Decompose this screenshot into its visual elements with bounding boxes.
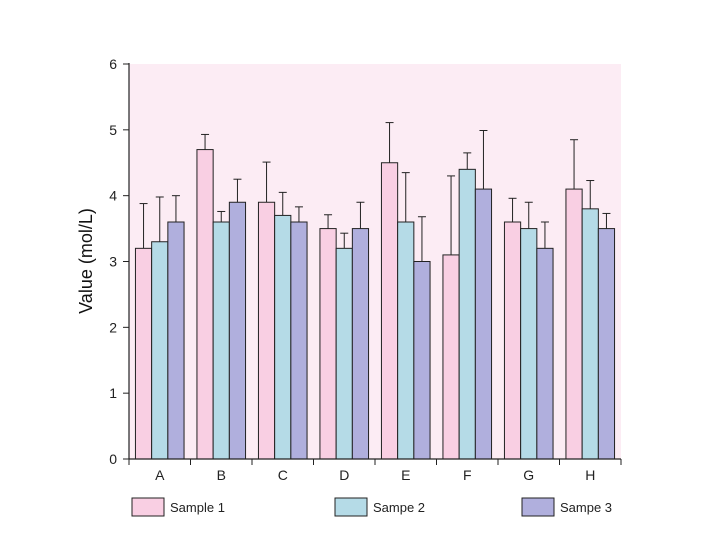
legend: Sample 1 Sampe 2 Sampe 3 [131,497,612,517]
axes-group: 0 1 2 3 4 5 6 A B C D E F G H [109,56,622,483]
legend-swatch-s3 [521,497,555,517]
y-tick-label-2: 2 [109,319,117,335]
legend-label-s3: Sampe 3 [560,500,612,515]
x-tick-label-G: G [523,467,534,483]
x-tick-label-C: C [278,467,288,483]
bar-F-s1 [442,254,460,460]
y-tick-label-5: 5 [109,122,117,138]
y-tick-label-1: 1 [109,385,117,401]
legend-label-s2: Sampe 2 [373,500,425,515]
bar-D-s2 [335,247,353,460]
x-tick-label-H: H [585,467,595,483]
bar-C-s2 [274,214,292,460]
x-tick-label-E: E [401,467,410,483]
bar-G-s3 [536,247,554,460]
y-tick-label-3: 3 [109,254,117,270]
legend-label-s1: Sample 1 [170,500,225,515]
bar-E-s1 [380,162,399,460]
legend-swatch-s1 [131,497,165,517]
legend-swatch-s2 [334,497,368,517]
bar-D-s3 [351,228,370,460]
bar-H-s3 [597,228,616,460]
bar-C-s1 [257,201,276,460]
x-tick-label-D: D [339,467,349,483]
bar-F-s3 [474,188,493,460]
bar-C-s3 [290,221,308,460]
y-tick-label-4: 4 [109,188,117,204]
bar-E-s3 [413,261,431,460]
bar-E-s2 [397,221,415,460]
bar-D-s1 [319,228,337,460]
bars-group [134,149,616,460]
bar-G-s1 [503,221,522,460]
bar-B-s3 [228,201,247,460]
bar-H-s2 [581,208,599,460]
bar-H-s1 [565,188,583,460]
x-tick-label-F: F [463,467,472,483]
y-tick-label-0: 0 [109,451,117,467]
y-tick-label-6: 6 [109,56,117,72]
error-bars-group [139,122,611,262]
bar-A-s2 [151,241,169,460]
bar-B-s2 [212,221,230,460]
bar-A-s3 [167,221,185,460]
bar-F-s2 [458,168,476,460]
bar-B-s1 [196,149,214,460]
x-tick-label-B: B [217,467,226,483]
bar-G-s2 [520,228,538,460]
x-tick-label-A: A [155,467,165,483]
y-axis-title: Value (mol/L) [76,208,96,314]
bar-A-s1 [134,247,153,460]
